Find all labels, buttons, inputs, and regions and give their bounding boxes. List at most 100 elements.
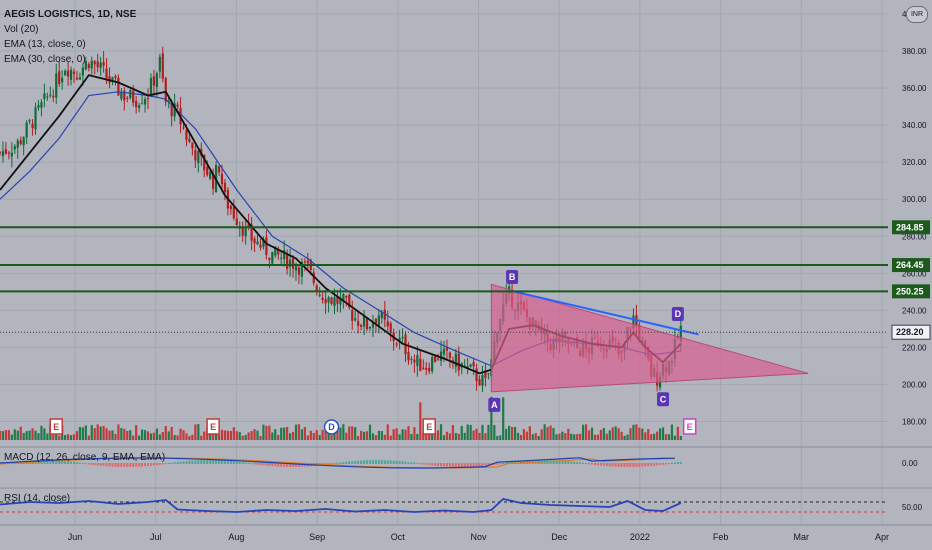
macd-bar xyxy=(247,462,250,464)
candle-body xyxy=(374,318,378,324)
candle-body xyxy=(4,149,8,154)
volume-bar xyxy=(650,434,653,440)
macd-bar xyxy=(289,463,292,467)
volume-bar xyxy=(75,431,79,440)
macd-bar xyxy=(466,463,469,467)
macd-bar xyxy=(327,463,330,465)
volume-bar xyxy=(386,424,389,440)
candle-body xyxy=(365,318,369,329)
pattern-point-badge xyxy=(506,269,519,284)
volume-bar xyxy=(277,434,280,440)
y-tick-label: 300.00 xyxy=(902,195,927,204)
macd-bar xyxy=(360,460,363,464)
pattern-point-label: D xyxy=(675,309,682,319)
macd-bar xyxy=(218,460,221,464)
volume-bar xyxy=(641,428,644,440)
volume-bar xyxy=(40,425,43,440)
candle-body xyxy=(679,325,682,342)
volume-bar xyxy=(614,426,617,440)
volume-bar xyxy=(374,435,378,440)
macd-bar xyxy=(155,463,158,466)
macd-bar xyxy=(398,461,401,464)
macd-bar xyxy=(277,463,280,467)
macd-bar xyxy=(182,461,185,464)
volume-bar xyxy=(351,426,354,440)
macd-bar xyxy=(673,462,676,464)
macd-bar xyxy=(549,460,552,464)
currency-button[interactable]: INR xyxy=(906,6,928,23)
macd-bar xyxy=(617,463,620,467)
candle-body xyxy=(58,71,61,84)
macd-bar xyxy=(147,463,149,466)
dividend-marker xyxy=(323,419,340,435)
macd-bar xyxy=(286,463,289,467)
candle-body xyxy=(306,260,309,264)
volume-bar xyxy=(460,426,463,440)
volume-bar xyxy=(401,429,404,440)
ema30-legend[interactable]: EMA (30, close, 0) xyxy=(4,54,86,65)
macd-bar xyxy=(108,463,111,467)
volume-bar xyxy=(223,430,227,440)
y-tick-label: 180.00 xyxy=(902,417,927,426)
volume-bar xyxy=(291,431,295,440)
candle-body xyxy=(277,249,280,255)
volume-bar xyxy=(232,427,235,440)
last-price-label: 228.20 xyxy=(896,327,924,337)
macd-bar xyxy=(102,463,105,467)
volume-bar xyxy=(52,434,55,440)
candle-body xyxy=(158,56,161,72)
candle-body xyxy=(13,146,16,150)
rsi-legend[interactable]: RSI (14, close) xyxy=(4,493,71,504)
volume-bar xyxy=(256,430,259,440)
volume-bar xyxy=(259,435,262,440)
macd-bar xyxy=(585,463,588,465)
macd-bar xyxy=(55,460,58,464)
macd-bar xyxy=(647,463,650,467)
macd-bar xyxy=(52,460,55,464)
candle-body xyxy=(274,246,277,256)
y-tick-label: 360.00 xyxy=(902,84,927,93)
candle-body xyxy=(46,96,49,98)
candle-body xyxy=(84,60,87,70)
earnings-marker xyxy=(49,418,63,435)
volume-bar xyxy=(306,435,309,440)
volume-bar xyxy=(28,430,31,440)
macd-bar xyxy=(454,463,457,467)
macd-bar xyxy=(280,463,283,467)
candle-body xyxy=(291,258,295,269)
macd-bar xyxy=(138,463,141,467)
volume-bar xyxy=(132,435,135,440)
candle-body xyxy=(123,90,126,101)
y-tick-label: 240.00 xyxy=(902,306,927,315)
macd-bar xyxy=(295,463,297,467)
candle-body xyxy=(78,77,82,80)
macd-legend[interactable]: MACD (12, 26, close, 9, EMA, EMA) xyxy=(4,452,166,463)
candle-body xyxy=(203,154,206,171)
ema13-legend[interactable]: EMA (13, close, 0) xyxy=(4,39,86,50)
macd-bar xyxy=(573,461,576,464)
candle-body xyxy=(99,62,102,68)
macd-bar xyxy=(141,463,144,467)
candle-body xyxy=(235,218,238,226)
volume-bar xyxy=(34,430,37,440)
candle-body xyxy=(241,226,244,236)
volume-bar xyxy=(531,434,534,440)
volume-bar xyxy=(312,433,315,440)
macd-bar xyxy=(457,463,460,467)
macd-bar xyxy=(602,463,605,466)
macd-bar xyxy=(120,463,123,467)
macd-bar xyxy=(451,463,454,467)
candle-body xyxy=(419,358,422,372)
volume-bar xyxy=(543,424,546,440)
macd-bar xyxy=(117,463,120,467)
vol-legend[interactable]: Vol (20) xyxy=(4,24,39,35)
volume-bar xyxy=(138,435,141,440)
volume-bar xyxy=(596,434,600,440)
volume-bar xyxy=(454,433,457,440)
macd-bar xyxy=(188,460,191,464)
macd-bar xyxy=(608,463,611,467)
candle-body xyxy=(10,152,13,157)
volume-bar xyxy=(72,434,76,440)
candle-body xyxy=(407,352,410,361)
